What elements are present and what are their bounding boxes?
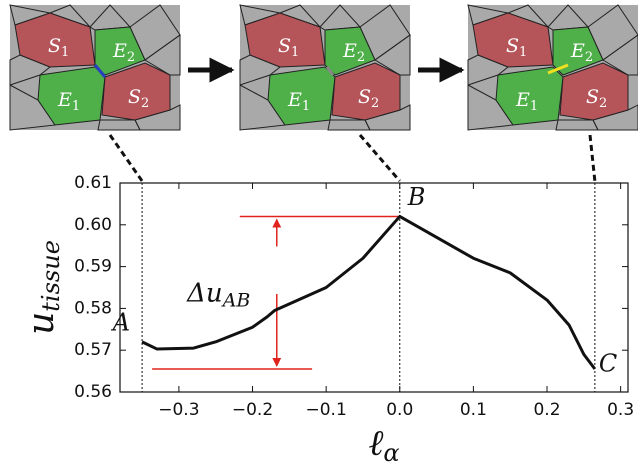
cell-letter: E — [287, 89, 302, 111]
cell-letter: E — [515, 89, 530, 111]
connector — [360, 135, 400, 181]
connector — [110, 135, 142, 181]
y-tick-label: 0.56 — [74, 382, 112, 402]
cell-letter: E — [112, 40, 127, 62]
y-label-base: u — [21, 312, 62, 335]
cell-sub: 2 — [141, 96, 149, 111]
cell-letter: E — [57, 89, 72, 111]
x-tick-label: −0.1 — [306, 400, 347, 420]
y-tick-label: 0.60 — [74, 215, 112, 235]
cell-sub: 2 — [127, 50, 135, 65]
figure: S1E2E1S2S1E2E1S2S1E2E1S2 0.560.570.580.5… — [0, 0, 638, 473]
annotation-label: ΔuAB — [186, 279, 250, 312]
cell-sub: 1 — [291, 45, 299, 60]
cell-sub: 1 — [530, 99, 538, 114]
cell-sub: 1 — [61, 45, 69, 60]
x-tick-label: 0.0 — [386, 400, 413, 420]
connector — [590, 135, 595, 181]
cell-letter: S — [586, 86, 599, 108]
cell-sub: 1 — [302, 99, 310, 114]
x-tick-label: −0.3 — [158, 400, 199, 420]
x-axis-label: ℓα — [368, 423, 399, 467]
cell-sub: 1 — [519, 45, 527, 60]
y-tick-label: 0.57 — [74, 340, 112, 360]
x-tick-label: 0.1 — [460, 400, 487, 420]
cell-letter: S — [48, 35, 61, 57]
y-axis-label: utissue — [21, 240, 65, 335]
point-label: C — [599, 350, 617, 378]
x-label-sub: α — [383, 439, 399, 467]
x-tick-label: −0.2 — [232, 400, 273, 420]
cell-sub: 2 — [357, 50, 365, 65]
cell-sub: 1 — [72, 99, 80, 114]
y-tick-label: 0.61 — [74, 173, 112, 193]
cell-sub: 2 — [585, 50, 593, 65]
cell-sub: 2 — [371, 96, 379, 111]
annotation-base: Δu — [186, 279, 223, 309]
x-label-base: ℓ — [368, 423, 383, 464]
x-tick-label: 0.2 — [533, 400, 560, 420]
cell-letter: S — [506, 35, 519, 57]
x-tick-label: 0.3 — [607, 400, 634, 420]
point-label: A — [111, 308, 130, 336]
cell-letter: S — [128, 86, 141, 108]
cell-letter: E — [570, 40, 585, 62]
cell-letter: S — [278, 35, 291, 57]
y-tick-label: 0.59 — [74, 257, 112, 277]
point-label: B — [407, 183, 426, 211]
cell-sub: 2 — [599, 96, 607, 111]
cell-letter: E — [342, 40, 357, 62]
y-tick-label: 0.58 — [74, 298, 112, 318]
annotation-sub: AB — [221, 290, 251, 312]
y-label-sub: tissue — [37, 240, 65, 312]
cell-letter: S — [358, 86, 371, 108]
